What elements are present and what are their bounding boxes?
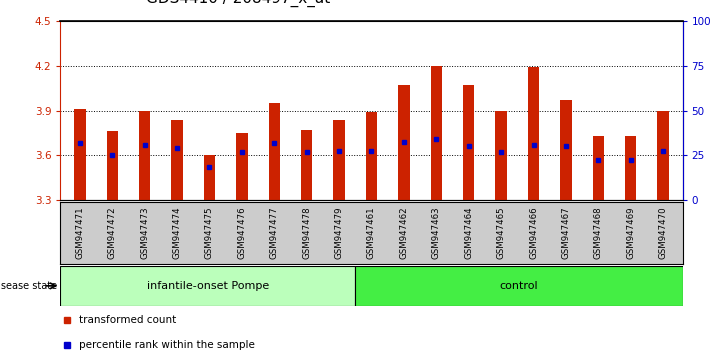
Text: infantile-onset Pompe: infantile-onset Pompe bbox=[146, 281, 269, 291]
Bar bbox=[301, 130, 312, 200]
Text: GSM947474: GSM947474 bbox=[173, 207, 181, 259]
Text: GSM947465: GSM947465 bbox=[496, 207, 506, 259]
Bar bbox=[74, 109, 85, 200]
Text: GSM947475: GSM947475 bbox=[205, 207, 214, 259]
Bar bbox=[528, 67, 539, 200]
Bar bbox=[269, 103, 280, 200]
Text: GSM947463: GSM947463 bbox=[432, 207, 441, 259]
Bar bbox=[355, 266, 683, 306]
Text: disease state: disease state bbox=[0, 281, 57, 291]
Text: control: control bbox=[500, 281, 538, 291]
Text: GDS4410 / 208497_x_at: GDS4410 / 208497_x_at bbox=[146, 0, 330, 7]
Bar bbox=[107, 131, 118, 200]
Text: GSM947462: GSM947462 bbox=[400, 207, 408, 259]
Text: GSM947466: GSM947466 bbox=[529, 207, 538, 259]
Bar bbox=[398, 85, 410, 200]
Text: GSM947469: GSM947469 bbox=[626, 207, 635, 259]
Bar bbox=[593, 136, 604, 200]
Text: GSM947473: GSM947473 bbox=[140, 207, 149, 259]
Text: GSM947470: GSM947470 bbox=[658, 207, 668, 259]
Bar bbox=[625, 136, 636, 200]
Text: transformed count: transformed count bbox=[79, 315, 176, 325]
Text: GSM947467: GSM947467 bbox=[562, 207, 570, 259]
Bar bbox=[204, 155, 215, 200]
Text: GSM947461: GSM947461 bbox=[367, 207, 376, 259]
Text: percentile rank within the sample: percentile rank within the sample bbox=[79, 340, 255, 350]
Bar bbox=[560, 100, 572, 200]
Bar bbox=[60, 266, 355, 306]
Bar bbox=[463, 85, 474, 200]
Text: GSM947479: GSM947479 bbox=[335, 207, 343, 259]
Text: GSM947471: GSM947471 bbox=[75, 207, 85, 259]
Text: GSM947476: GSM947476 bbox=[237, 207, 247, 259]
Bar bbox=[496, 111, 507, 200]
Bar bbox=[139, 111, 150, 200]
Text: GSM947464: GSM947464 bbox=[464, 207, 474, 259]
Text: GSM947472: GSM947472 bbox=[108, 207, 117, 259]
Bar bbox=[171, 120, 183, 200]
Bar bbox=[366, 112, 377, 200]
Bar bbox=[236, 133, 247, 200]
Bar bbox=[658, 111, 669, 200]
Bar bbox=[333, 120, 345, 200]
Text: GSM947478: GSM947478 bbox=[302, 207, 311, 259]
Bar bbox=[431, 66, 442, 200]
Text: GSM947468: GSM947468 bbox=[594, 207, 603, 259]
Text: GSM947477: GSM947477 bbox=[269, 207, 279, 259]
